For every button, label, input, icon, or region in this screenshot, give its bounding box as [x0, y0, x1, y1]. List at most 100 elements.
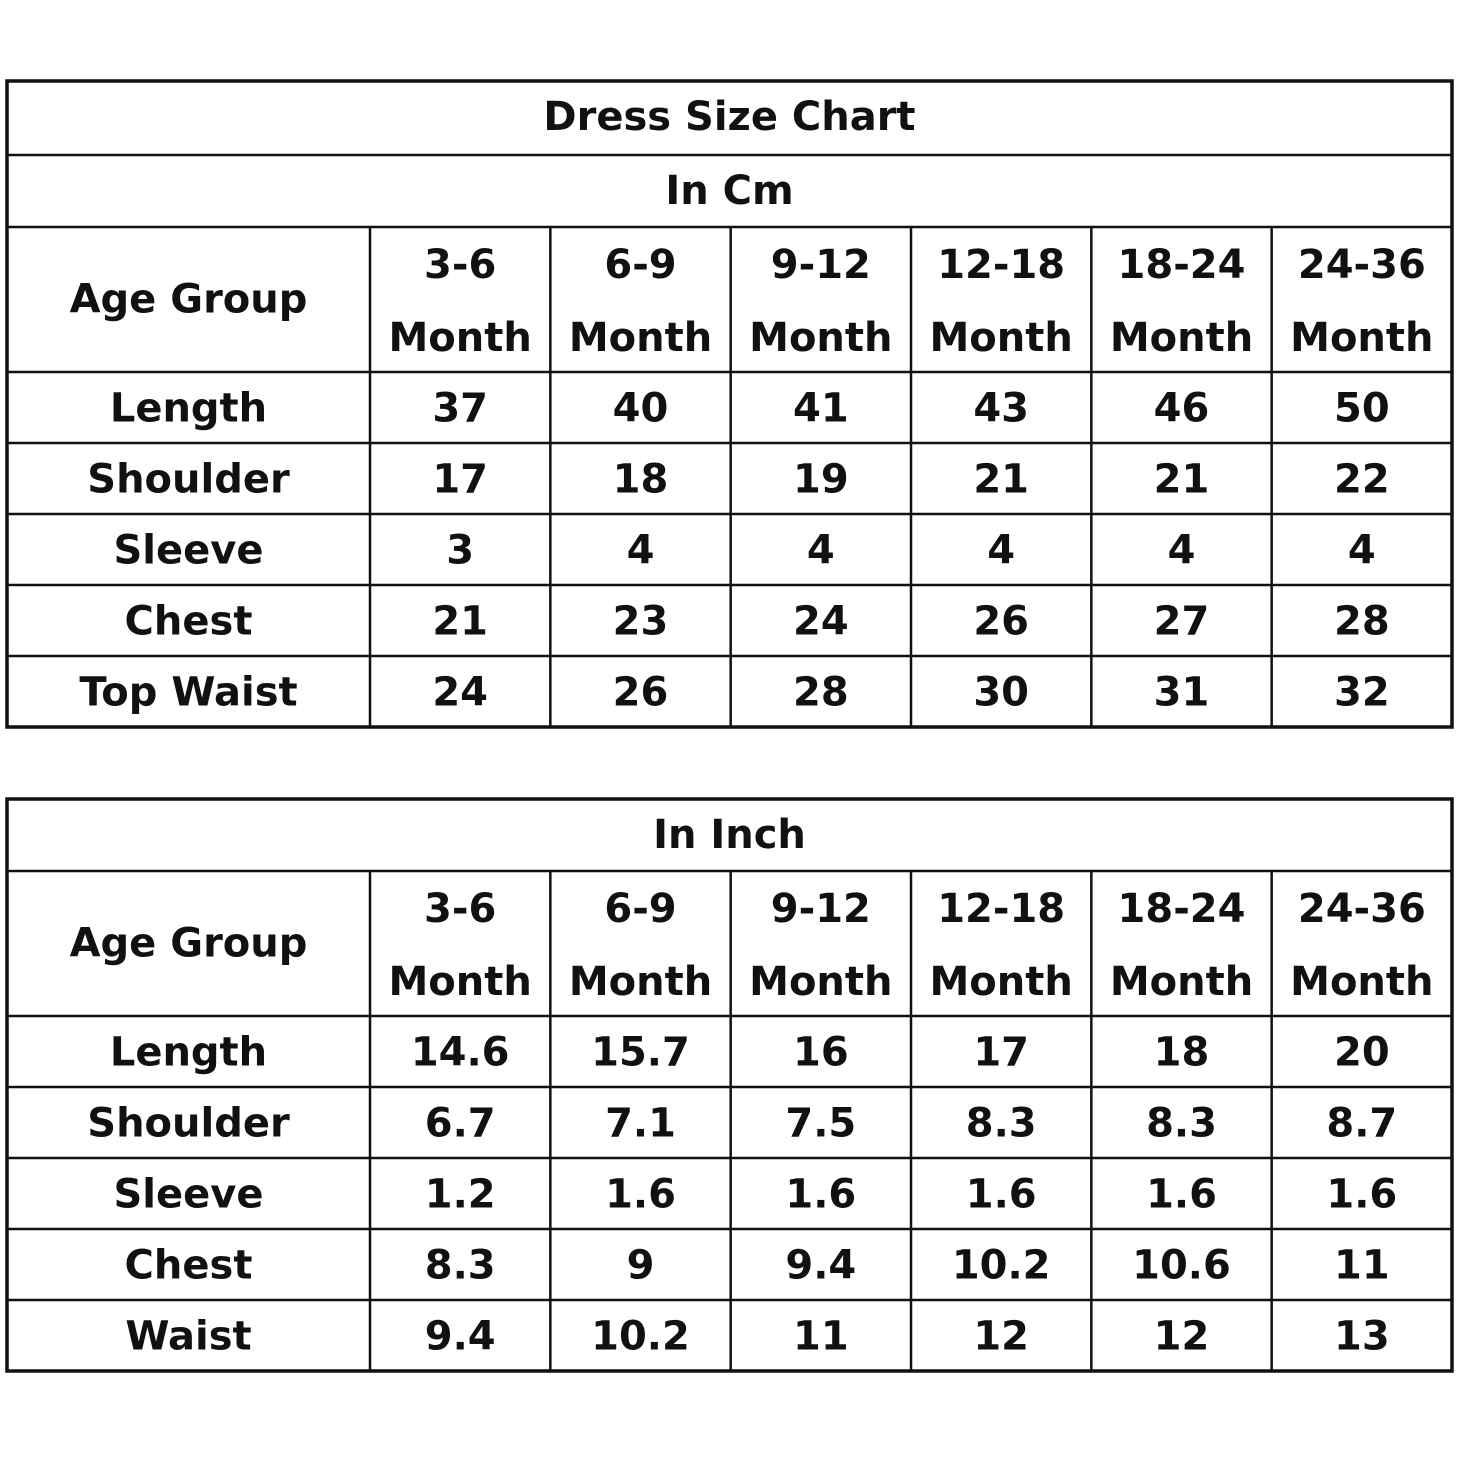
row-label: Waist	[125, 1314, 251, 1360]
cell-value: 7.1	[605, 1101, 676, 1147]
cell-value: 1.6	[605, 1172, 676, 1218]
cell-value: 8.7	[1326, 1101, 1397, 1147]
column-unit: Month	[1290, 959, 1433, 1005]
row-label: Top Waist	[79, 670, 297, 716]
chart-title: Dress Size Chart	[543, 94, 915, 140]
cell-value: 26	[613, 670, 669, 716]
cell-value: 28	[1334, 599, 1390, 645]
cell-value: 43	[973, 386, 1029, 432]
cell-value: 8.3	[966, 1101, 1037, 1147]
cell-value: 9	[627, 1243, 655, 1289]
column-range: 9-12	[771, 242, 871, 288]
column-range: 12-18	[937, 242, 1065, 288]
row-label: Sleeve	[114, 1172, 264, 1218]
row-label: Shoulder	[87, 1101, 290, 1147]
cell-value: 41	[793, 386, 849, 432]
cell-value: 37	[432, 386, 488, 432]
column-range: 18-24	[1118, 886, 1246, 932]
column-unit: Month	[1110, 959, 1253, 1005]
cell-value: 8.3	[425, 1243, 496, 1289]
cell-value: 31	[1154, 670, 1210, 716]
cell-value: 21	[432, 599, 488, 645]
column-unit: Month	[929, 959, 1072, 1005]
cell-value: 13	[1334, 1314, 1390, 1360]
column-unit: Month	[569, 315, 712, 361]
cell-value: 6.7	[425, 1101, 496, 1147]
cell-value: 1.6	[1146, 1172, 1217, 1218]
cell-value: 18	[1154, 1030, 1210, 1076]
column-range: 3-6	[424, 242, 496, 288]
cell-value: 11	[1334, 1243, 1390, 1289]
cell-value: 18	[613, 457, 669, 503]
cell-value: 21	[1154, 457, 1210, 503]
cell-value: 24	[432, 670, 488, 716]
row-label: Sleeve	[114, 528, 264, 574]
cell-value: 23	[613, 599, 669, 645]
cell-value: 12	[1154, 1314, 1210, 1360]
header-label: Age Group	[70, 277, 308, 323]
cell-value: 15.7	[591, 1030, 690, 1076]
cell-value: 17	[432, 457, 488, 503]
cell-value: 4	[807, 528, 835, 574]
column-range: 6-9	[604, 886, 676, 932]
cell-value: 21	[973, 457, 1029, 503]
cell-value: 9.4	[785, 1243, 856, 1289]
row-label: Chest	[125, 599, 253, 645]
cell-value: 8.3	[1146, 1101, 1217, 1147]
cell-value: 24	[793, 599, 849, 645]
cell-value: 4	[1168, 528, 1196, 574]
cell-value: 50	[1334, 386, 1390, 432]
cell-value: 4	[627, 528, 655, 574]
row-label: Chest	[125, 1243, 253, 1289]
cell-value: 11	[793, 1314, 849, 1360]
cell-value: 30	[973, 670, 1029, 716]
column-range: 9-12	[771, 886, 871, 932]
cell-value: 22	[1334, 457, 1390, 503]
unit-heading: In Cm	[665, 168, 793, 214]
column-range: 24-36	[1298, 242, 1426, 288]
cell-value: 20	[1334, 1030, 1390, 1076]
column-unit: Month	[929, 315, 1072, 361]
cell-value: 1.6	[1326, 1172, 1397, 1218]
cell-value: 19	[793, 457, 849, 503]
column-unit: Month	[1290, 315, 1433, 361]
cell-value: 4	[1348, 528, 1376, 574]
row-label: Length	[110, 386, 267, 432]
cell-value: 14.6	[411, 1030, 510, 1076]
column-unit: Month	[749, 959, 892, 1005]
column-range: 18-24	[1118, 242, 1246, 288]
cell-value: 17	[973, 1030, 1029, 1076]
column-range: 24-36	[1298, 886, 1426, 932]
cell-value: 9.4	[425, 1314, 496, 1360]
column-unit: Month	[388, 315, 531, 361]
cell-value: 1.6	[966, 1172, 1037, 1218]
cell-value: 1.2	[425, 1172, 496, 1218]
cell-value: 40	[613, 386, 669, 432]
cell-value: 7.5	[785, 1101, 856, 1147]
column-range: 12-18	[937, 886, 1065, 932]
column-unit: Month	[749, 315, 892, 361]
cell-value: 28	[793, 670, 849, 716]
cell-value: 46	[1154, 386, 1210, 432]
column-range: 3-6	[424, 886, 496, 932]
cell-value: 10.2	[952, 1243, 1051, 1289]
cell-value: 27	[1154, 599, 1210, 645]
column-unit: Month	[1110, 315, 1253, 361]
column-unit: Month	[569, 959, 712, 1005]
cell-value: 3	[446, 528, 474, 574]
cell-value: 10.2	[591, 1314, 690, 1360]
row-label: Shoulder	[87, 457, 290, 503]
row-label: Length	[110, 1030, 267, 1076]
cell-value: 4	[987, 528, 1015, 574]
cell-value: 16	[793, 1030, 849, 1076]
cell-value: 1.6	[785, 1172, 856, 1218]
cell-value: 32	[1334, 670, 1390, 716]
header-label: Age Group	[70, 921, 308, 967]
table-border	[5, 79, 1454, 729]
column-range: 6-9	[604, 242, 676, 288]
cell-value: 12	[973, 1314, 1029, 1360]
table-border	[5, 797, 1454, 1373]
unit-heading: In Inch	[653, 812, 806, 858]
